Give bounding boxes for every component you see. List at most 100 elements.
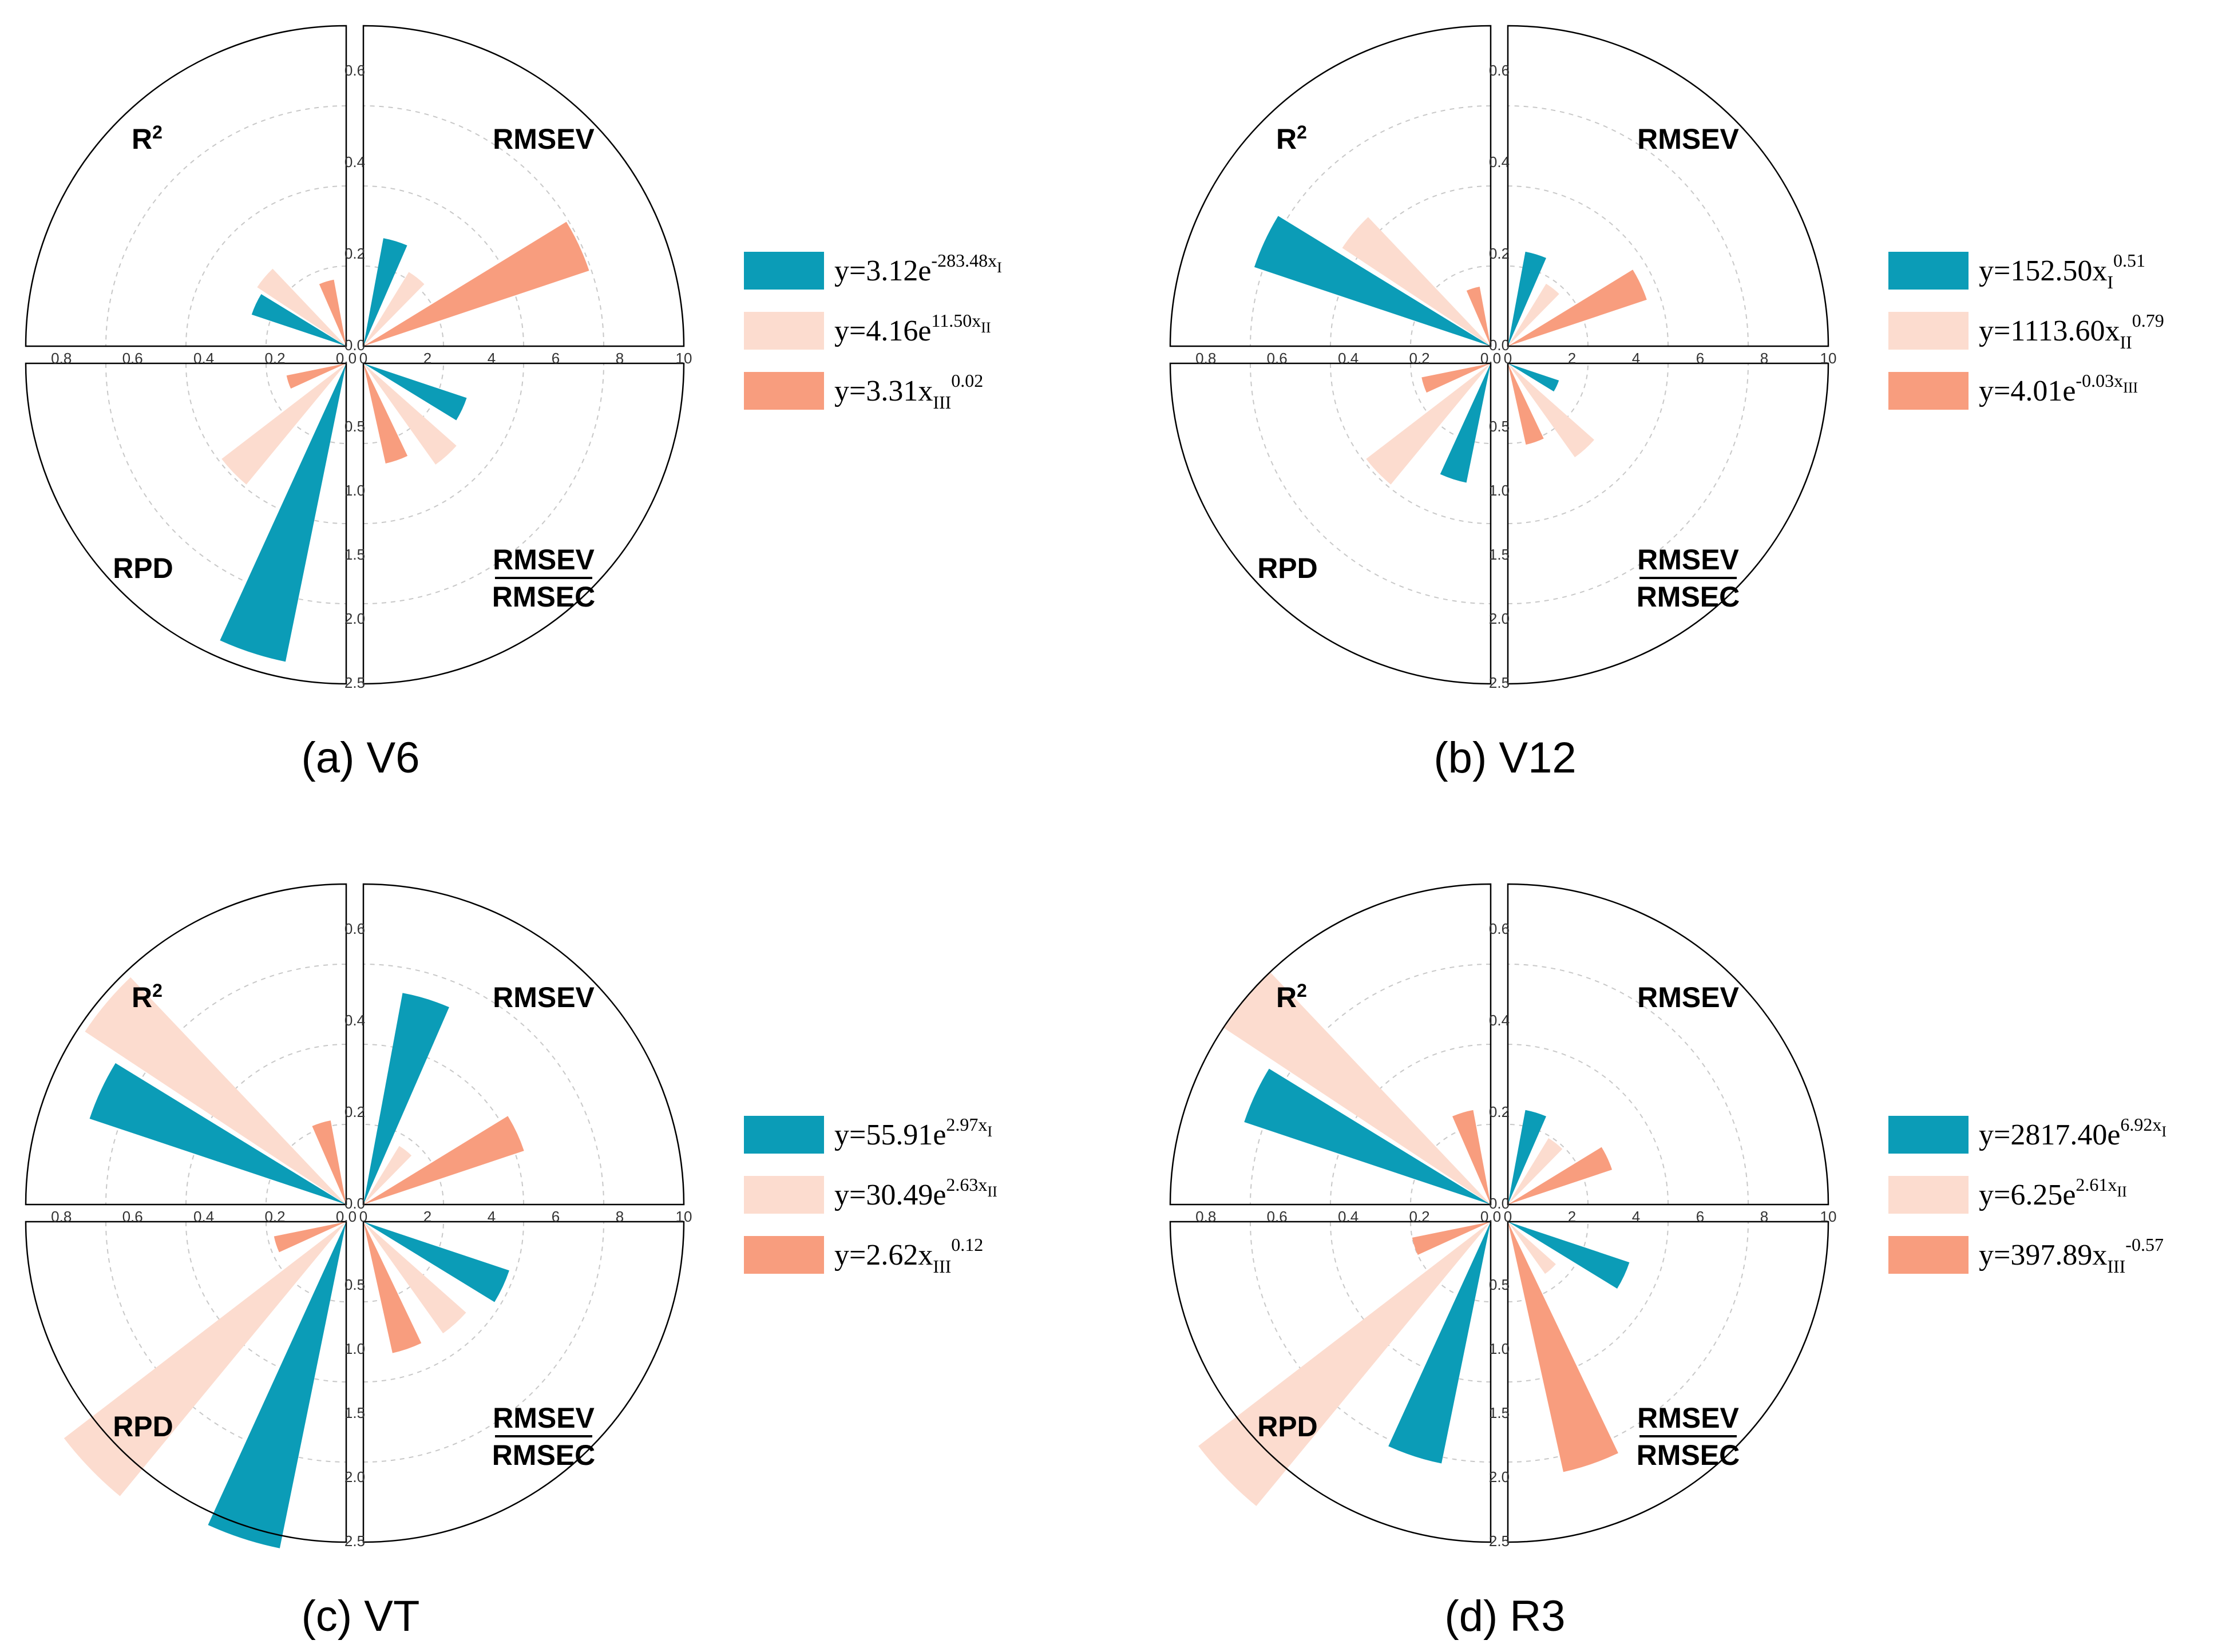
tick-rpd: 2 xyxy=(423,1208,431,1225)
polar-panel-2: 0.8 0.6 0.4 0.2 0.00.0 0.2 0.4 0.6 0 2 4 6 8 10 0.5 1.0… xyxy=(1169,25,2164,782)
bar-rmsev-series-2 xyxy=(1508,1138,1563,1205)
bar-r2-series-2 xyxy=(1223,972,1491,1205)
legend-label-3: y=4.01e-0.03xIII xyxy=(1979,370,2138,407)
tick-r2: 0.2 xyxy=(1409,1208,1429,1225)
gridline-arc xyxy=(363,363,524,524)
tick-ratio: 2.0 xyxy=(1489,610,1510,627)
quadrant-label-rmsev: RMSEV xyxy=(493,981,595,1013)
tick-rpd: 8 xyxy=(616,350,624,367)
tick-rmsev: 0.2 xyxy=(1489,245,1510,262)
bar-rmsev-rmsec-series-2 xyxy=(1508,363,1594,458)
bar-r2-series-1 xyxy=(1254,216,1491,346)
quadrant-label-r2: R2 xyxy=(1276,122,1307,155)
quadrant-label-ratio-numerator: RMSEV xyxy=(493,544,595,576)
quadrant-label-rmsev: RMSEV xyxy=(1637,123,1739,155)
tick-rmsev: 0.6 xyxy=(344,920,365,937)
quadrant-label-ratio-denominator: RMSEC xyxy=(1637,581,1740,613)
bar-rmsev-rmsec-series-1 xyxy=(1508,363,1559,392)
legend-label-1: y=2817.40e6.92xI xyxy=(1979,1114,2166,1151)
bar-r2-series-1 xyxy=(251,294,346,346)
legend-label-3: y=397.89xIII-0.57 xyxy=(1979,1234,2164,1277)
legend-swatch-2 xyxy=(1888,1176,1969,1214)
bar-rmsev-rmsec-series-3 xyxy=(363,1222,422,1353)
bar-rmsev-series-3 xyxy=(363,221,589,346)
legend-segment: y=55.91e xyxy=(834,1119,946,1151)
quadrant-outline xyxy=(25,1221,347,1543)
bar-rpd-series-1 xyxy=(220,363,346,662)
tick-ratio: 1.0 xyxy=(1489,1340,1510,1357)
polar-panel-1: 0.8 0.6 0.4 0.2 0.00.0 0.2 0.4 0.6 0 2 4 6 8 10 0.5 1.0… xyxy=(25,25,1002,782)
legend-swatch-2 xyxy=(1888,312,1969,350)
tick-rpd: 0 xyxy=(359,1208,367,1225)
legend-label-2: y=1113.60xII0.79 xyxy=(1979,310,2164,352)
bar-rmsev-series-3 xyxy=(1508,270,1647,346)
tick-rpd: 10 xyxy=(676,350,692,367)
tick-rmsev: 0.0 xyxy=(1489,1195,1510,1212)
panel-caption: (d) R3 xyxy=(1444,1592,1565,1641)
bar-rmsev-series-2 xyxy=(1508,283,1559,346)
gridline-arc xyxy=(363,105,604,347)
tick-r2: 0.2 xyxy=(264,1208,285,1225)
tick-rpd: 4 xyxy=(488,350,496,367)
tick-rpd: 0 xyxy=(359,350,367,367)
quadrant-label-ratio-numerator: RMSEV xyxy=(493,1402,595,1434)
bar-r2-series-3 xyxy=(1452,1110,1491,1205)
tick-rpd: 6 xyxy=(1696,350,1704,367)
legend-segment: I xyxy=(2107,272,2113,292)
bar-rmsev-rmsec-series-1 xyxy=(1508,1222,1630,1289)
r2-superscript: 2 xyxy=(1297,980,1307,1001)
quadrant-outline xyxy=(1169,362,1492,685)
tick-r2: 0.6 xyxy=(1267,350,1288,367)
quadrant-outline xyxy=(1169,883,1492,1206)
bar-r2-series-3 xyxy=(319,279,346,346)
gridline-arc xyxy=(105,105,347,347)
tick-rpd: 4 xyxy=(1632,1208,1640,1225)
r2-superscript: 2 xyxy=(152,122,163,142)
legend-label-1: y=152.50xI0.51 xyxy=(1979,250,2145,292)
tick-ratio: 2.5 xyxy=(344,1532,365,1550)
tick-ratio: 2.0 xyxy=(344,610,365,627)
tick-rpd: 2 xyxy=(1568,350,1576,367)
legend-segment: y=1113.60x xyxy=(1979,315,2120,347)
legend-swatch-1 xyxy=(1888,1116,1969,1154)
tick-ratio: 1.5 xyxy=(1489,1404,1510,1421)
bar-rpd-series-3 xyxy=(286,363,346,389)
legend-segment: 0.12 xyxy=(951,1234,983,1255)
bar-rmsev-series-3 xyxy=(1508,1147,1613,1205)
tick-ratio: 2.5 xyxy=(1489,674,1510,691)
gridline-arc xyxy=(1330,363,1491,524)
tick-r2: 0.0 xyxy=(336,350,357,367)
bar-rmsev-rmsec-series-1 xyxy=(363,363,467,421)
legend-label-2: y=4.16e11.50xII xyxy=(834,310,991,347)
quadrant-label-ratio-denominator: RMSEC xyxy=(492,581,596,613)
tick-rmsev: 0.2 xyxy=(1489,1103,1510,1120)
legend-segment: I xyxy=(987,1123,992,1140)
bar-rpd-series-3 xyxy=(1412,1222,1491,1255)
gridline-arc xyxy=(1507,964,1749,1205)
gridline-arc xyxy=(363,1221,604,1463)
quadrant-label-ratio-denominator: RMSEC xyxy=(492,1439,596,1471)
legend-label-2: y=30.49e2.63xII xyxy=(834,1174,997,1211)
tick-r2: 0.8 xyxy=(1195,1208,1216,1225)
tick-r2: 0.8 xyxy=(1195,350,1216,367)
legend-segment: I xyxy=(997,259,1002,276)
tick-ratio: 2.5 xyxy=(344,674,365,691)
quadrant-label-rpd: RPD xyxy=(113,1411,173,1443)
quadrant-outline xyxy=(25,883,347,1206)
tick-rpd: 4 xyxy=(488,1208,496,1225)
legend-swatch-1 xyxy=(744,1116,824,1154)
tick-ratio: 1.0 xyxy=(344,482,365,499)
tick-ratio: 0.5 xyxy=(1489,1276,1510,1293)
tick-rmsev: 0.0 xyxy=(344,1195,365,1212)
legend-swatch-1 xyxy=(744,252,824,290)
bar-rmsev-rmsec-series-2 xyxy=(363,363,457,465)
quadrant-label-rpd: RPD xyxy=(1257,552,1318,584)
r2-superscript: 2 xyxy=(152,980,163,1001)
bar-rmsev-series-1 xyxy=(363,238,407,346)
legend-segment: 2.61x xyxy=(2076,1174,2117,1195)
quadrant-label-ratio-numerator: RMSEV xyxy=(1637,544,1739,576)
quadrant-outline xyxy=(362,25,685,347)
bar-r2-series-3 xyxy=(1466,286,1491,346)
bar-rpd-series-1 xyxy=(1440,363,1491,483)
